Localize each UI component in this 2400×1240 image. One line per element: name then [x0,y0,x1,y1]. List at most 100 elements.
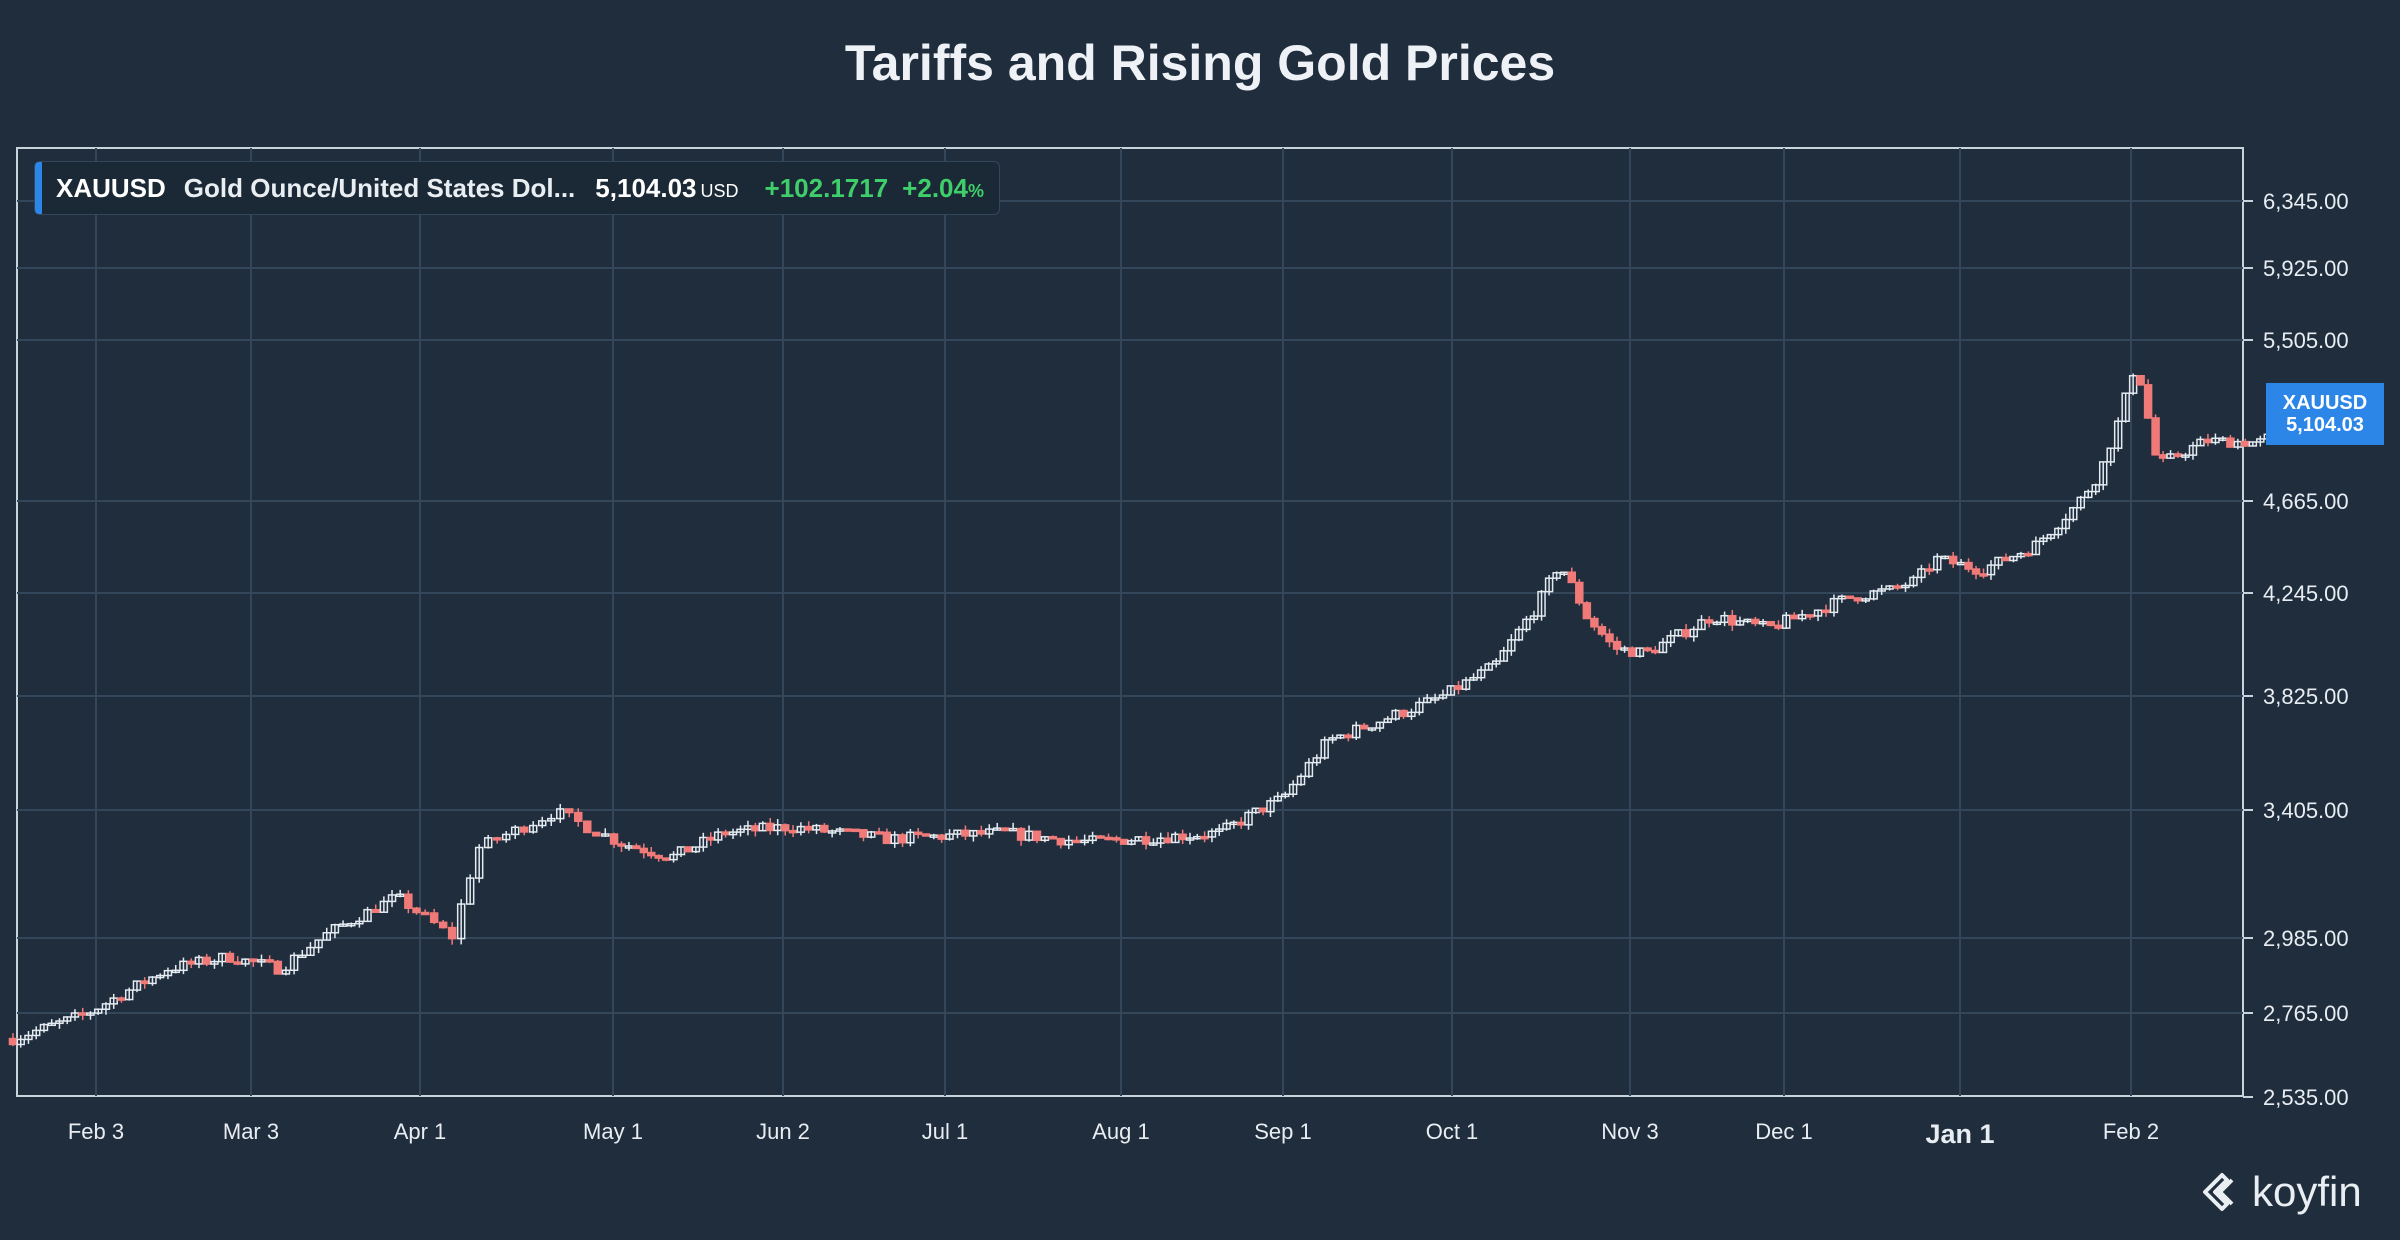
candle-up [1080,839,1089,844]
candle-up [691,846,701,853]
candle-down [898,834,907,844]
candle-down [617,843,626,847]
candle-up [1861,598,1871,602]
legend-change: +102.1717 [764,172,889,203]
candle-up [1375,721,1385,729]
candle-up [1689,628,1699,638]
candle-down [1789,614,1799,620]
x-tick-label: Dec 1 [1755,1119,1812,1144]
candle-up [465,877,475,905]
candle-up [1320,739,1329,759]
candle-up [890,834,899,845]
candle-up [395,893,405,897]
candle-up [1415,701,1424,714]
candle-up [699,836,708,848]
candle-up [1336,734,1345,739]
candle-up [1885,585,1894,590]
candle-up [1207,830,1217,838]
candle-down [721,831,730,836]
candle-down [2136,374,2145,386]
x-tick-label: Jun 2 [756,1119,810,1144]
candle-up [1507,639,1516,652]
candle-down [1032,830,1042,842]
candle-up [1469,676,1478,681]
legend-currency: USD [700,180,739,201]
candle-up [1909,576,1918,587]
candle-up [2061,518,2071,530]
candle-down [565,808,574,814]
candle-up [1266,800,1275,813]
candle-down [2226,437,2235,448]
candle-down [1236,821,1246,826]
candle-up [1446,685,1456,696]
candle-up [601,833,610,837]
candle-up [1430,697,1440,701]
candle-down [2001,556,2011,562]
candle-down [2024,552,2033,557]
candle-up [1367,727,1377,731]
candle-up [953,829,962,835]
candle-up [906,831,915,844]
candle-up [298,954,307,959]
candle-up [1484,663,1493,671]
candle-up [1273,795,1283,802]
series-legend[interactable]: XAUUSD Gold Ounce/United States Dol... 5… [34,161,1000,215]
candle-down [632,845,641,850]
chart-title: Tariffs and Rising Gold Prices [844,35,1556,91]
candle-up [210,960,219,965]
candle-up [1869,590,1878,600]
candle-up [1024,830,1034,841]
candle-down [780,824,790,832]
candle-down [273,960,283,975]
candle-up [2098,461,2108,486]
candle-down [1821,609,1831,614]
candle-down [8,1037,18,1046]
candle-down [1096,835,1105,839]
candle-up [148,976,157,985]
candle-up [2009,555,2018,562]
candle-up [1438,694,1448,699]
candle-down [225,952,235,963]
legend-price: 5,104.03 [595,172,697,203]
candle-down [583,820,592,834]
candle-down [412,907,421,914]
candle-down [1728,614,1737,626]
legend-symbol: XAUUSD [56,172,166,203]
candle-up [528,824,538,833]
candle-up [1312,757,1322,764]
candle-down [639,847,649,854]
chart-frame[interactable] [16,147,2244,1097]
candle-up [1288,783,1298,795]
candle-up [47,1022,56,1027]
x-tick-label: Oct 1 [1426,1119,1479,1144]
candle-up [2248,441,2258,447]
candle-up [1328,737,1337,741]
candle-up [363,908,372,923]
candle-down [2241,440,2250,447]
candle-up [1088,835,1097,842]
candle-down [429,912,439,924]
candle-down [2173,453,2183,458]
x-tick-label: Jan 1 [1925,1119,1994,1149]
candle-up [109,997,118,1005]
candle-down [1178,833,1187,841]
x-tick-label: Aug 1 [1092,1119,1150,1144]
candle-layer [8,373,2317,1048]
candle-up [1797,614,1807,620]
candle-up [1956,561,1966,566]
y-tick-label: 2,535.00 [2263,1085,2349,1110]
candle-down [2151,417,2160,456]
candle-down [1612,640,1622,650]
candle-up [796,825,806,833]
candle-down [1605,633,1614,643]
candle-up [2076,496,2086,509]
candle-up [1391,709,1400,720]
candle-down [1853,597,1863,602]
candle-up [338,923,348,927]
candle-up [1697,619,1706,631]
candle-down [233,961,242,965]
candle-up [1782,614,1791,629]
candle-down [1048,836,1058,840]
candle-up [969,829,978,837]
candle-down [249,958,258,963]
